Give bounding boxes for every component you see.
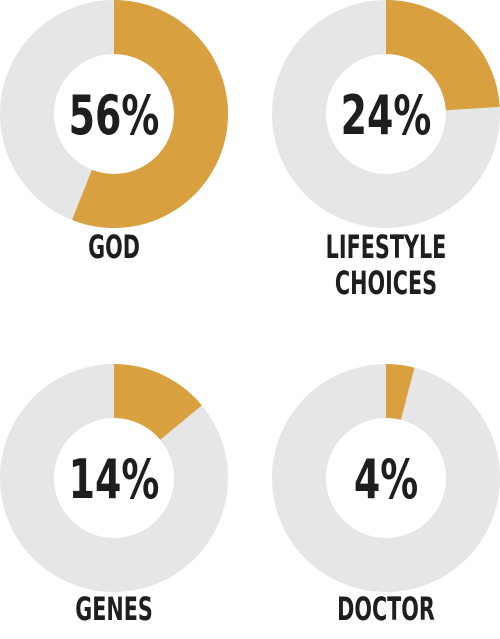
donut-value-label: 56%	[69, 85, 160, 147]
donut-category-label: GENES	[75, 590, 153, 628]
donut-category-label: CHOICES	[335, 264, 437, 302]
donut-chart-4: 4% DOCTOR	[272, 364, 500, 628]
donut-chart-3: 14% GENES	[0, 364, 228, 628]
donut-slice	[114, 364, 202, 440]
donut-category-label: DOCTOR	[337, 590, 435, 628]
donut-value-label: 14%	[69, 449, 160, 511]
donut-slice	[72, 0, 228, 228]
donut-category-label: LIFESTYLE	[326, 228, 447, 266]
donut-category-label: GOD	[88, 228, 140, 266]
donut-slice	[386, 0, 500, 111]
donut-value-label: 4%	[354, 449, 418, 511]
donut-slice	[386, 364, 415, 420]
donut-chart-1: 56% GOD	[0, 0, 228, 266]
donut-value-label: 24%	[341, 85, 432, 147]
